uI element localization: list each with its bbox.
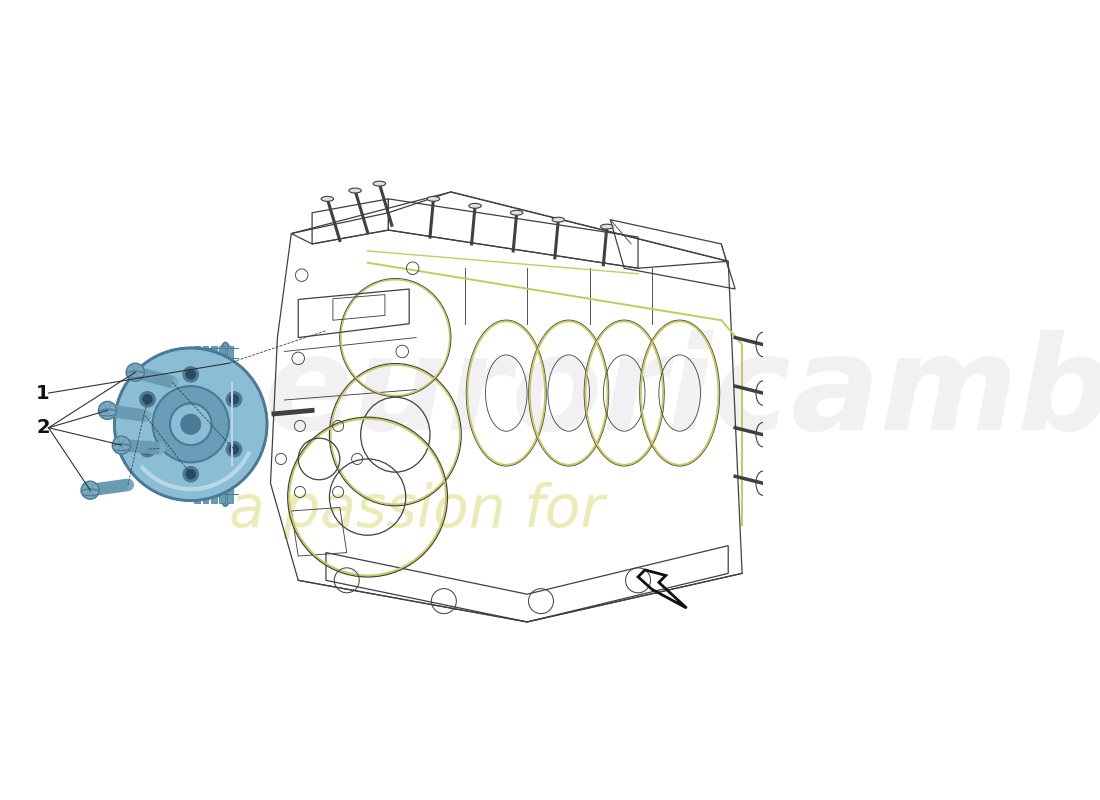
Circle shape	[140, 442, 155, 457]
Polygon shape	[211, 346, 217, 502]
Circle shape	[227, 442, 242, 457]
Text: a passion for: a passion for	[229, 482, 604, 539]
Circle shape	[183, 366, 198, 382]
Text: 1: 1	[36, 383, 50, 402]
Circle shape	[182, 414, 200, 434]
Ellipse shape	[81, 489, 99, 496]
Ellipse shape	[510, 210, 522, 215]
Text: euroricambi: euroricambi	[264, 330, 1100, 457]
Ellipse shape	[126, 371, 144, 378]
Ellipse shape	[552, 218, 564, 222]
Circle shape	[143, 444, 152, 454]
Ellipse shape	[213, 342, 238, 506]
Circle shape	[183, 466, 198, 482]
Ellipse shape	[321, 197, 333, 202]
Circle shape	[153, 386, 229, 462]
Ellipse shape	[601, 224, 613, 229]
Circle shape	[186, 370, 196, 379]
Ellipse shape	[469, 203, 482, 208]
Ellipse shape	[99, 409, 117, 416]
Circle shape	[81, 481, 99, 499]
Circle shape	[126, 363, 144, 382]
Circle shape	[112, 436, 131, 454]
Circle shape	[186, 470, 196, 479]
Circle shape	[143, 394, 152, 404]
Polygon shape	[228, 346, 233, 502]
Text: 2: 2	[36, 418, 50, 438]
Circle shape	[229, 394, 239, 404]
Circle shape	[99, 402, 117, 419]
Polygon shape	[195, 346, 200, 502]
Ellipse shape	[349, 188, 361, 193]
Polygon shape	[202, 346, 208, 502]
Circle shape	[140, 392, 155, 407]
Ellipse shape	[373, 181, 386, 186]
Circle shape	[227, 392, 242, 407]
Ellipse shape	[427, 197, 440, 202]
Circle shape	[169, 403, 211, 445]
Ellipse shape	[112, 444, 131, 450]
Circle shape	[229, 444, 239, 454]
Polygon shape	[219, 346, 225, 502]
Circle shape	[114, 348, 267, 501]
